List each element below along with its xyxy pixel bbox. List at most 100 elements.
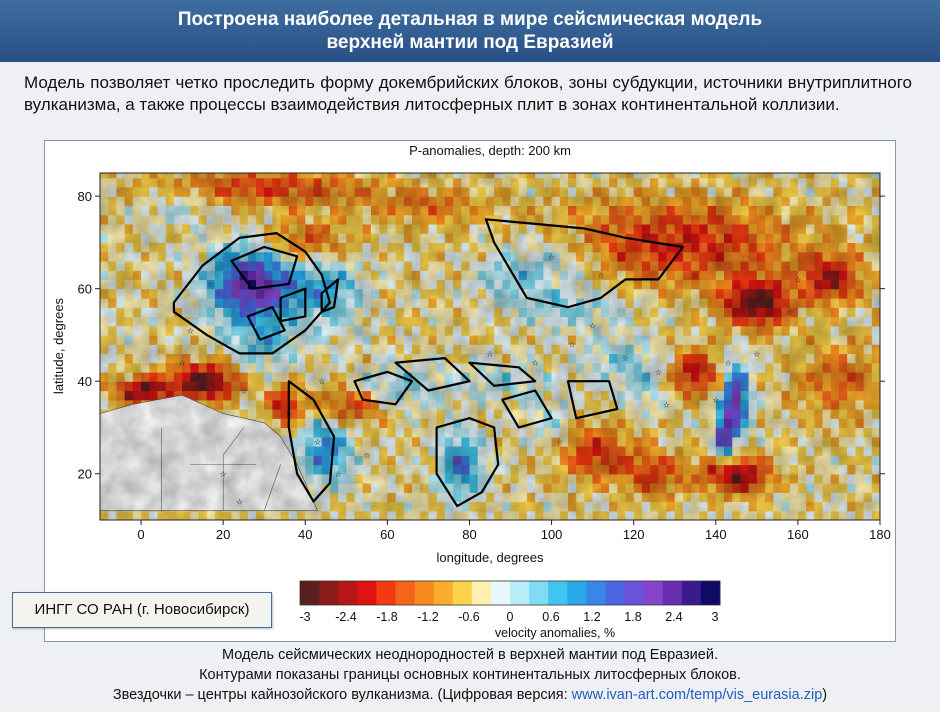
y-tick-label: 60	[78, 282, 92, 297]
plot-texture	[100, 173, 880, 520]
caption-line1: Модель сейсмических неоднородностей в ве…	[222, 647, 718, 663]
caption-line2: Контурами показаны границы основных конт…	[199, 667, 741, 683]
colorbar-tick-label: -2.4	[335, 610, 357, 624]
plot-border	[99, 172, 881, 521]
volcanism-star: ☆	[589, 322, 596, 331]
volcanism-star: ☆	[532, 359, 539, 368]
lithosphere-block-outline	[484, 218, 685, 309]
volcanism-star: ☆	[207, 280, 214, 289]
volcanism-star: ☆	[302, 387, 309, 396]
colorbar-tick-label: 2.4	[665, 610, 682, 624]
colorbar: -3 -2.4 -1.8 -1.2 -0.6 0 0.6 1.2 1.8 2.4 3	[299, 580, 721, 624]
x-tick-label: 120	[623, 527, 645, 542]
colorbar-swatch	[300, 581, 320, 605]
colorbar-tick-label: 0	[507, 610, 514, 624]
colorbar-tick-label: -1.8	[376, 610, 398, 624]
colorbar-swatch	[529, 581, 549, 605]
volcanism-star: ☆	[725, 359, 732, 368]
lithosphere-block-outline	[279, 287, 307, 323]
volcanism-star: ☆	[663, 400, 670, 409]
colorbar-swatch	[433, 581, 454, 605]
colorbar-tick-label: -0.6	[458, 610, 480, 624]
lithosphere-block-outline	[287, 380, 336, 503]
header-title-line1: Построена наиболее детальная в мире сейс…	[177, 9, 763, 30]
colorbar-swatch	[490, 581, 511, 605]
caption-line3: Звездочки – центры кайнозойского вулкани…	[0, 685, 940, 705]
volcanism-star: ☆	[786, 308, 793, 317]
colorbar-swatch	[471, 581, 492, 605]
lithosphere-block-outline	[172, 231, 331, 355]
volcanism-star: ☆	[285, 410, 292, 419]
x-tick-label: 80	[462, 527, 476, 542]
lithosphere-block-outline	[394, 357, 471, 392]
caption-line3-text: Звездочки – центры кайнозойского вулкани…	[112, 687, 572, 703]
volcanism-star: ☆	[195, 373, 202, 382]
colorbar-swatch	[395, 581, 415, 605]
colorbar-swatch	[357, 581, 377, 605]
x-tick-label: 160	[787, 527, 809, 542]
volcanism-star: ☆	[655, 368, 662, 377]
volcanism-star: ☆	[597, 271, 604, 280]
x-tick-label: 100	[541, 527, 563, 542]
lithosphere-block-contours	[172, 218, 685, 508]
volcanism-star: ☆	[318, 377, 325, 386]
colorbar-swatch	[662, 581, 683, 605]
volcanism-star: ☆	[548, 252, 555, 261]
colorbar-swatch	[586, 581, 606, 605]
volcanism-star: ☆	[569, 340, 576, 349]
colorbar-swatch	[548, 581, 568, 605]
volcanism-star: ☆	[363, 451, 370, 460]
x-tick-label: 20	[216, 527, 230, 542]
colorbar-tick-label: 0.6	[542, 610, 559, 624]
volcanism-star: ☆	[486, 349, 493, 358]
colorbar-border	[299, 580, 721, 606]
lithosphere-block-outline	[246, 306, 286, 341]
x-tick-label: 0	[137, 527, 144, 542]
volcanism-star: ☆	[794, 275, 801, 284]
organization-label: ИНГГ СО РАН (г. Новосибирск)	[12, 592, 272, 628]
lithosphere-block-outline	[435, 417, 500, 508]
chart-title: P-anomalies, depth: 200 km	[409, 143, 571, 158]
y-axis-label: latitude, degrees	[51, 297, 66, 394]
header-title-line2: верхней мантии под Евразией	[326, 32, 614, 53]
colorbar-swatch	[567, 581, 587, 605]
colorbar-swatch	[681, 581, 702, 605]
chart-panel: P-anomalies, depth: 200 km ☆ ☆ ☆ ☆ ☆ ☆ ☆ ☆ ☆ ☆ ☆ ☆ ☆…	[44, 140, 896, 642]
colorbar-swatch	[414, 581, 434, 605]
volcanism-star: ☆	[240, 387, 247, 396]
volcanism-star: ☆	[179, 359, 186, 368]
volcanism-star: ☆	[187, 326, 194, 335]
volcanism-star: ☆	[622, 354, 629, 363]
colorbar-tick-label: -3	[299, 610, 310, 624]
digital-version-link[interactable]: www.ivan-art.com/temp/vis_eurasia.zip	[571, 687, 823, 703]
x-tick-label: 180	[869, 527, 891, 542]
volcanism-star: ☆	[692, 271, 699, 280]
figure-caption: Модель сейсмических неоднородностей в ве…	[0, 645, 940, 705]
x-tick-label: 60	[380, 527, 394, 542]
x-axis-label: longitude, degrees	[437, 550, 544, 565]
lithosphere-block-outline	[320, 278, 340, 313]
volcanism-star: ☆	[712, 396, 719, 405]
y-tick-label: 40	[78, 374, 92, 389]
colorbar-tick-label: 1.2	[583, 610, 600, 624]
colorbar-swatch	[452, 581, 473, 605]
caption-line3-end: )	[822, 687, 828, 703]
volcanism-star: ☆	[236, 498, 243, 507]
volcanism-star: ☆	[335, 470, 342, 479]
y-tick-label: 20	[78, 467, 92, 482]
velocity-anomaly-map: P-anomalies, depth: 200 km ☆ ☆ ☆ ☆ ☆ ☆ ☆ ☆ ☆ ☆ ☆ ☆ ☆…	[51, 143, 891, 640]
colorbar-swatch	[605, 581, 625, 605]
volcanism-star: ☆	[556, 437, 563, 446]
colorbar-swatch	[700, 581, 721, 605]
volcanism-star: ☆	[314, 437, 321, 446]
lithosphere-block-outline	[353, 370, 414, 406]
volcanism-stars: ☆ ☆ ☆ ☆ ☆ ☆ ☆ ☆ ☆ ☆ ☆ ☆ ☆ ☆ ☆ ☆ ☆ ☆ ☆ ☆ ☆ ☆ ☆ ☆ ☆ ☆ ☆ ☆ ☆	[179, 252, 802, 506]
header-banner: Построена наиболее детальная в мире сейс…	[0, 0, 940, 62]
lithosphere-block-outline	[230, 245, 299, 290]
lithosphere-block-outline	[468, 361, 537, 387]
colorbar-swatch	[643, 581, 664, 605]
colorbar-swatch	[319, 581, 339, 605]
lithosphere-block-outline	[501, 389, 553, 429]
colorbar-tick-label: 3	[712, 610, 719, 624]
colorbar-tick-label: -1.2	[417, 610, 439, 624]
